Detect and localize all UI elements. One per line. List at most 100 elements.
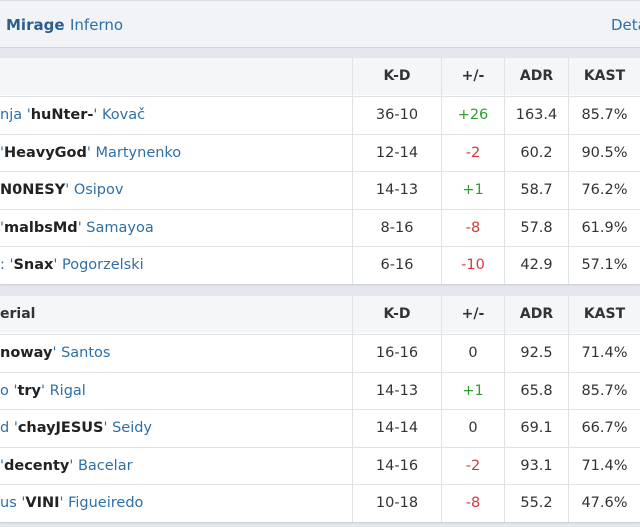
player-name-link[interactable]: 'decenty' Bacelar [0, 448, 133, 485]
player-row: us 'VINI' Figueiredo 10-18 -8 55.2 47.6% [0, 484, 640, 522]
player-first-name: d ' [0, 420, 18, 437]
player-kd: 16-16 [375, 345, 419, 361]
player-last-name: ' Seidy [103, 420, 153, 437]
player-kast: 90.5% [581, 144, 628, 161]
player-first-name: ' [0, 144, 4, 161]
team1-header-row: K-D +/- ADR KAST [0, 58, 640, 95]
header-kd: K-D [383, 306, 411, 322]
player-kast: 71.4% [581, 457, 628, 474]
header-diff: +/- [461, 306, 485, 322]
player-last-name: ' Pogorzelski [53, 257, 144, 274]
player-last-name: ' Kovač [93, 107, 146, 123]
player-name-link[interactable]: 'malbsMd' Samayoa [0, 210, 154, 247]
player-kast: 71.4% [581, 345, 628, 361]
column-divider [441, 58, 442, 284]
player-last-name: ' Martynenko [86, 144, 182, 161]
tab-mirage[interactable]: Mirage [6, 16, 65, 34]
column-divider [441, 296, 442, 522]
player-last-name: ' Osipov [65, 182, 124, 199]
player-kd: 36-10 [375, 107, 419, 123]
player-nickname: noway [0, 345, 53, 361]
player-name-link[interactable]: nja 'huNter-' Kovač [0, 97, 145, 134]
column-divider [504, 296, 505, 522]
header-kd: K-D [383, 68, 411, 84]
player-adr: 93.1 [520, 457, 553, 474]
tab-details[interactable]: Deta [611, 16, 640, 34]
player-kd: 14-16 [375, 457, 419, 474]
player-nickname: HeavyGod [4, 144, 87, 161]
player-adr: 60.2 [520, 144, 553, 161]
player-name-link[interactable]: N0NESY' Osipov [0, 172, 123, 209]
team2-stats-table: erial K-D +/- ADR KAST noway' Santos 16-1… [0, 296, 640, 522]
player-last-name: ' Rigal [41, 382, 86, 399]
player-name-link[interactable]: noway' Santos [0, 335, 110, 372]
player-first-name: o ' [0, 382, 18, 399]
player-kd: 6-16 [380, 257, 414, 274]
tab-inferno[interactable]: Inferno [70, 16, 124, 34]
player-row: 'HeavyGod' Martynenko 12-14 -2 60.2 90.5% [0, 133, 640, 172]
column-divider [352, 296, 353, 522]
player-kd: 8-16 [380, 219, 414, 236]
team2-name[interactable]: erial [0, 306, 36, 322]
player-kast: 57.1% [581, 257, 628, 274]
player-name-link[interactable]: d 'chayJESUS' Seidy [0, 410, 152, 447]
player-diff: -2 [465, 457, 481, 474]
player-kast: 66.7% [581, 420, 628, 437]
player-kast: 47.6% [581, 495, 628, 512]
column-divider [352, 58, 353, 284]
player-adr: 69.1 [520, 420, 553, 437]
player-diff: -10 [461, 257, 485, 274]
player-last-name: ' Figueiredo [59, 495, 144, 512]
player-kast: 85.7% [581, 382, 628, 399]
header-kast: KAST [583, 306, 626, 322]
player-adr: 92.5 [520, 345, 553, 361]
player-adr: 57.8 [520, 219, 553, 236]
player-first-name: ' [0, 457, 4, 474]
player-first-name: nja ' [0, 107, 31, 123]
player-name-link[interactable]: : 'Snax' Pogorzelski [0, 247, 144, 284]
player-kd: 10-18 [375, 495, 419, 512]
player-adr: 163.4 [515, 107, 558, 123]
team2-header-row: erial K-D +/- ADR KAST [0, 296, 640, 333]
header-kast: KAST [583, 68, 626, 84]
player-name-link[interactable]: us 'VINI' Figueiredo [0, 485, 143, 522]
player-nickname: chayJESUS [17, 420, 104, 437]
column-divider [568, 296, 569, 522]
header-adr: ADR [519, 306, 554, 322]
player-kd: 12-14 [375, 144, 419, 161]
player-adr: 58.7 [520, 182, 553, 199]
player-row: N0NESY' Osipov 14-13 +1 58.7 76.2% [0, 171, 640, 209]
player-kast: 76.2% [581, 182, 628, 199]
player-nickname: N0NESY [0, 182, 66, 199]
player-last-name: ' Santos [52, 345, 111, 361]
header-adr: ADR [519, 68, 554, 84]
player-diff: +1 [462, 182, 484, 199]
player-nickname: malbsMd [4, 219, 78, 236]
player-name-link[interactable]: o 'try' Rigal [0, 373, 86, 410]
player-name-link[interactable]: 'HeavyGod' Martynenko [0, 135, 181, 172]
player-kd: 14-13 [375, 182, 419, 199]
player-nickname: try [17, 382, 42, 399]
header-diff: +/- [461, 68, 485, 84]
player-row: noway' Santos 16-16 0 92.5 71.4% [0, 334, 640, 372]
player-row: : 'Snax' Pogorzelski 6-16 -10 42.9 57.1% [0, 246, 640, 284]
player-diff: +26 [457, 107, 489, 123]
column-divider [504, 58, 505, 284]
player-row: 'malbsMd' Samayoa 8-16 -8 57.8 61.9% [0, 208, 640, 247]
player-nickname: huNter- [30, 107, 94, 123]
player-adr: 42.9 [520, 257, 553, 274]
player-row: nja 'huNter-' Kovač 36-10 +26 163.4 85.7% [0, 96, 640, 134]
player-diff: +1 [462, 382, 484, 399]
player-nickname: Snax [13, 257, 54, 274]
player-adr: 55.2 [520, 495, 553, 512]
player-first-name: ' [0, 219, 4, 236]
team1-stats-table: K-D +/- ADR KAST nja 'huNter-' Kovač 36-1… [0, 58, 640, 284]
player-first-name: : ' [0, 257, 14, 274]
map-tab-bar: Mirage Inferno Deta [0, 0, 640, 48]
player-row: 'decenty' Bacelar 14-16 -2 93.1 71.4% [0, 446, 640, 485]
player-last-name: ' Samayoa [77, 219, 154, 236]
player-first-name: us ' [0, 495, 26, 512]
player-adr: 65.8 [520, 382, 553, 399]
player-kast: 85.7% [581, 107, 628, 123]
player-kd: 14-13 [375, 382, 419, 399]
